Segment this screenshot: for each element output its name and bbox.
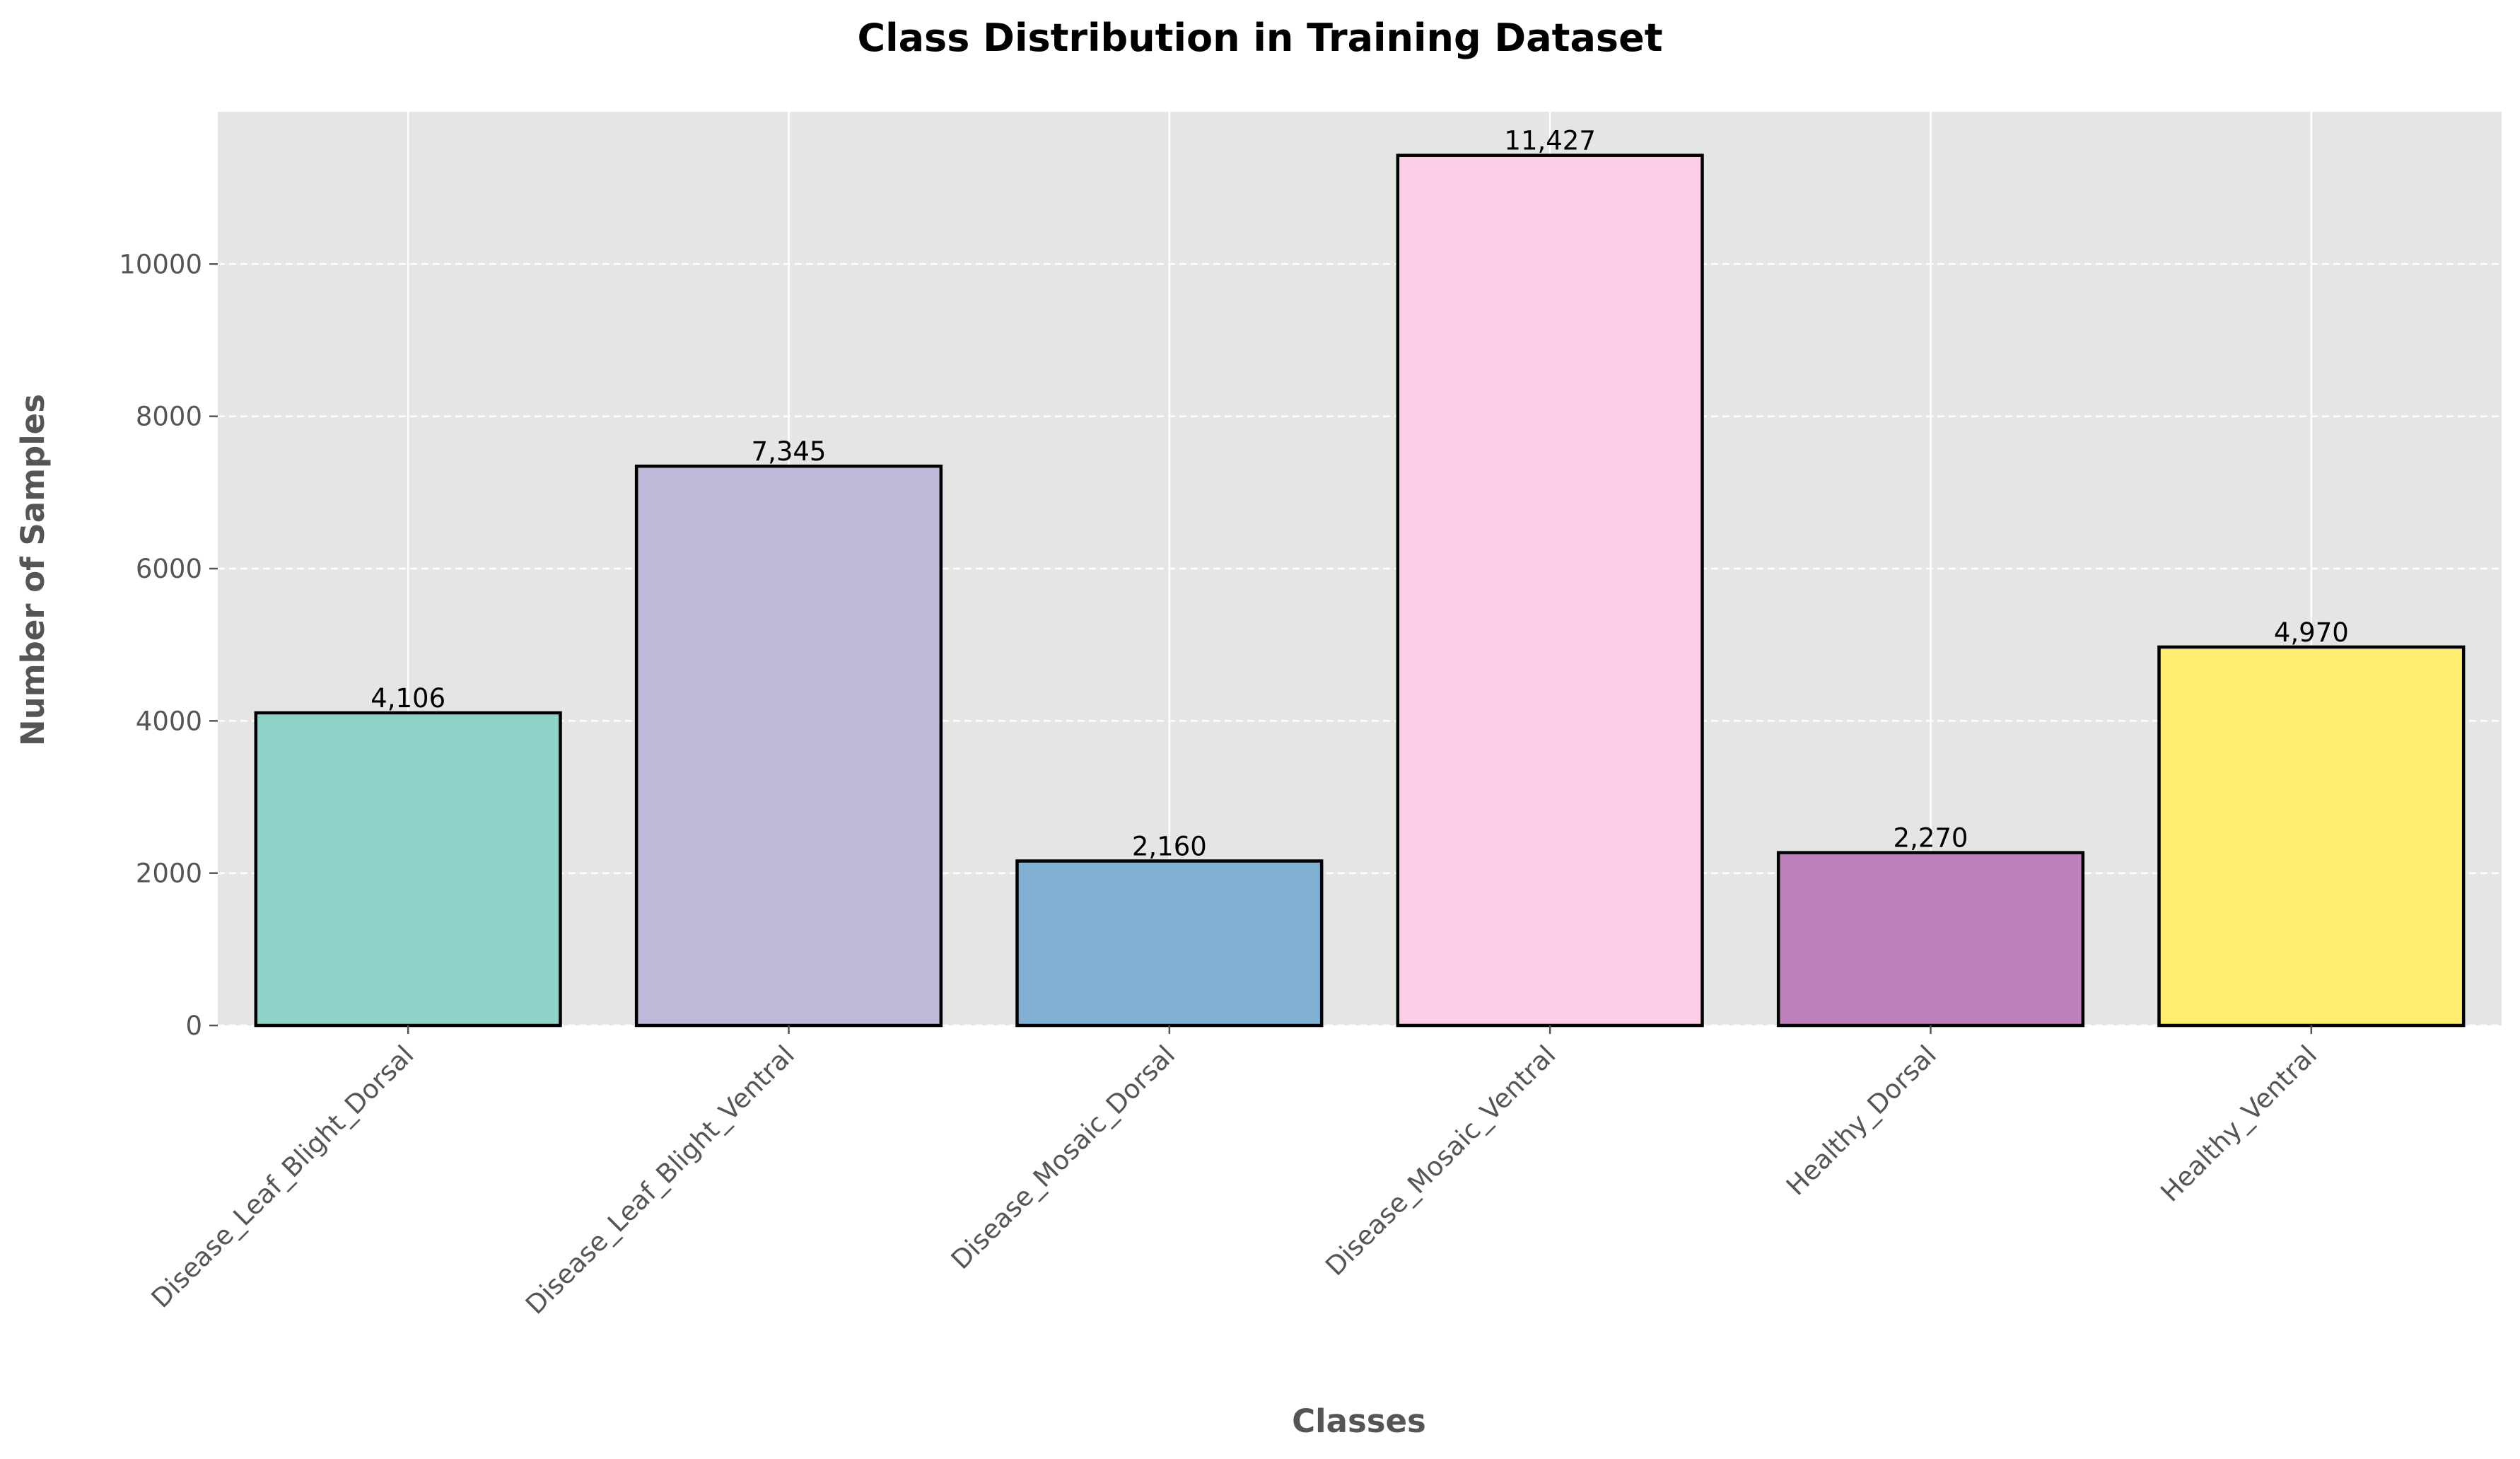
x-tick-label: Disease_Leaf_Blight_Dorsal	[146, 1040, 420, 1314]
y-tick-label: 10000	[119, 249, 202, 279]
bar-value-label: 7,345	[752, 436, 827, 467]
bar	[1776, 851, 2085, 1028]
bar-value-label: 4,106	[371, 683, 445, 714]
x-tick-label: Disease_Leaf_Blight_Ventral	[520, 1040, 800, 1320]
y-axis-label: Number of Samples	[14, 394, 52, 746]
bar	[1396, 153, 1704, 1028]
bar	[254, 711, 562, 1028]
x-tick-label: Healthy_Ventral	[2154, 1040, 2323, 1208]
y-axis: 0 2000 4000 6000 8000 10000	[119, 249, 218, 1041]
bar	[2157, 645, 2466, 1028]
y-tick-label: 2000	[136, 859, 202, 889]
chart-title: Class Distribution in Training Dataset	[857, 16, 1662, 60]
bar-value-label: 4,970	[2274, 617, 2349, 648]
x-tick-label: Disease_Mosaic_Ventral	[1319, 1040, 1561, 1281]
y-tick-label: 4000	[136, 706, 202, 736]
x-tick-label: Healthy_Dorsal	[1780, 1040, 1942, 1202]
x-axis: Disease_Leaf_Blight_Dorsal Disease_Leaf_B…	[146, 1025, 2323, 1320]
bars	[254, 153, 2466, 1028]
bar-value-label: 11,427	[1504, 126, 1595, 156]
data-labels: 4,106 7,345 2,160 11,427 2,270 4,970	[371, 126, 2349, 862]
grid	[218, 112, 2502, 1027]
y-tick-label: 8000	[136, 402, 202, 432]
bar-value-label: 2,270	[1894, 823, 1968, 854]
bar	[634, 464, 943, 1028]
y-tick-label: 6000	[136, 554, 202, 584]
bar	[1015, 859, 1324, 1028]
bar-value-label: 2,160	[1132, 831, 1207, 861]
x-tick-label: Disease_Mosaic_Dorsal	[945, 1040, 1181, 1275]
y-tick-label: 0	[185, 1011, 202, 1041]
x-axis-label: Classes	[1292, 1402, 1426, 1440]
